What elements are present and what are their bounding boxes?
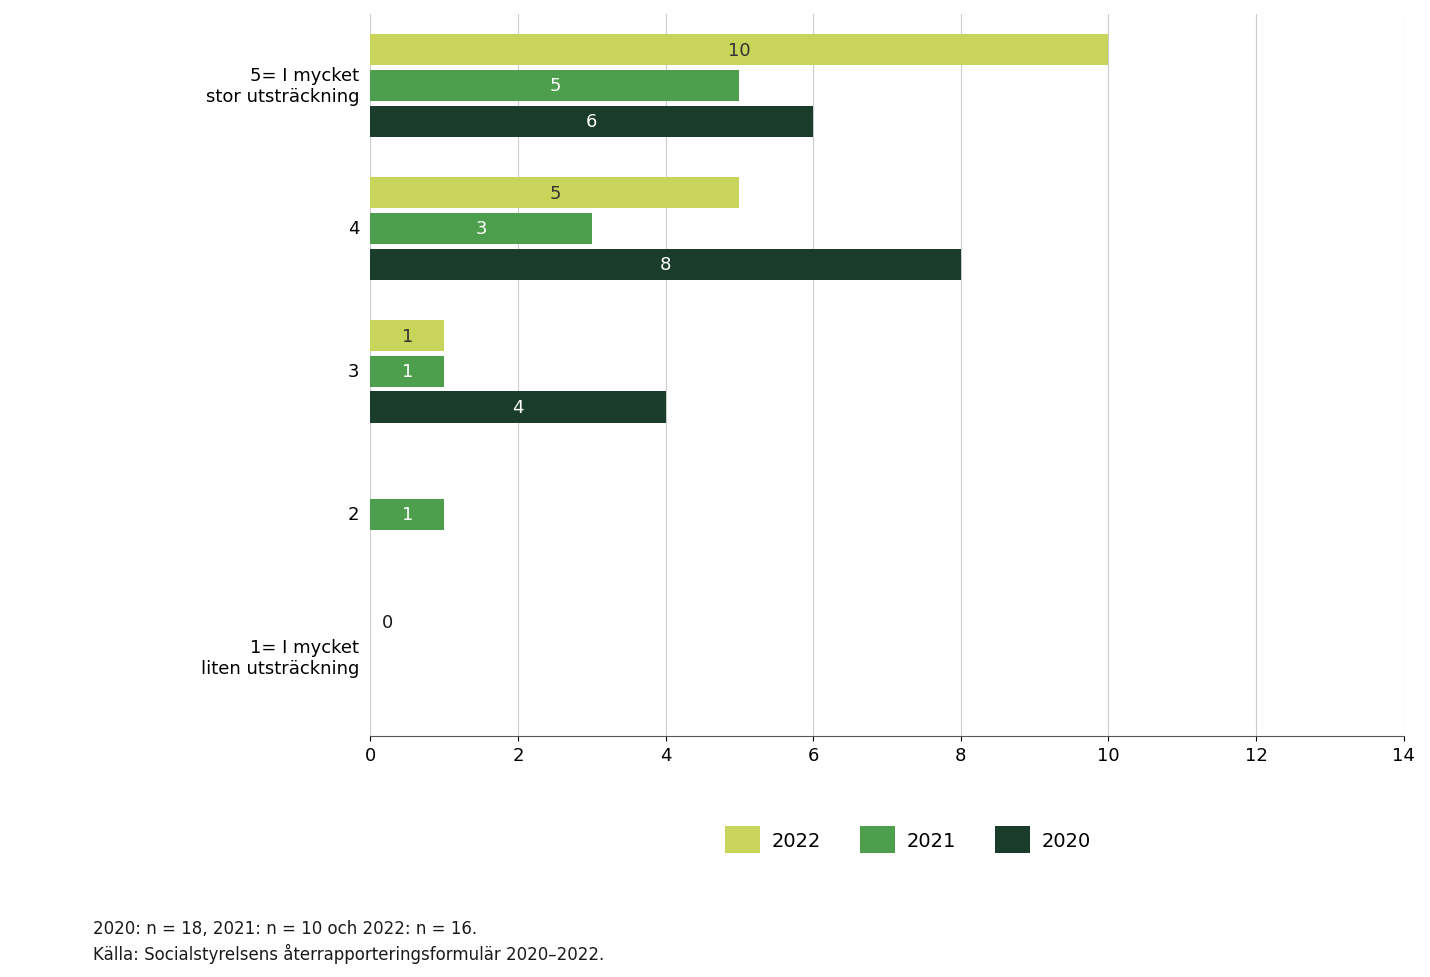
Bar [370,392,665,423]
Text: 0: 0 [382,614,393,631]
Bar [370,320,445,352]
Text: 8: 8 [659,256,671,274]
Text: 1: 1 [402,327,413,346]
Text: 4: 4 [512,399,523,417]
Bar [370,70,739,103]
Bar [370,249,961,280]
Text: 2020: n = 18, 2021: n = 10 och 2022: n = 16.: 2020: n = 18, 2021: n = 10 och 2022: n =… [93,919,478,937]
Bar [370,178,739,209]
Bar [370,499,445,531]
Text: 5: 5 [549,77,561,96]
Text: 1: 1 [402,506,413,524]
Text: 1: 1 [402,363,413,381]
Text: 10: 10 [728,42,751,60]
Legend: 2022, 2021, 2020: 2022, 2021, 2020 [716,818,1098,861]
Bar [370,357,445,388]
Text: 3: 3 [475,220,486,238]
Bar [370,106,814,138]
Text: Källa: Socialstyrelsens återrapporteringsformulär 2020–2022.: Källa: Socialstyrelsens återrapportering… [93,944,605,963]
Text: 6: 6 [586,113,598,131]
Text: 5: 5 [549,185,561,202]
Bar [370,214,592,245]
Bar [370,35,1108,66]
